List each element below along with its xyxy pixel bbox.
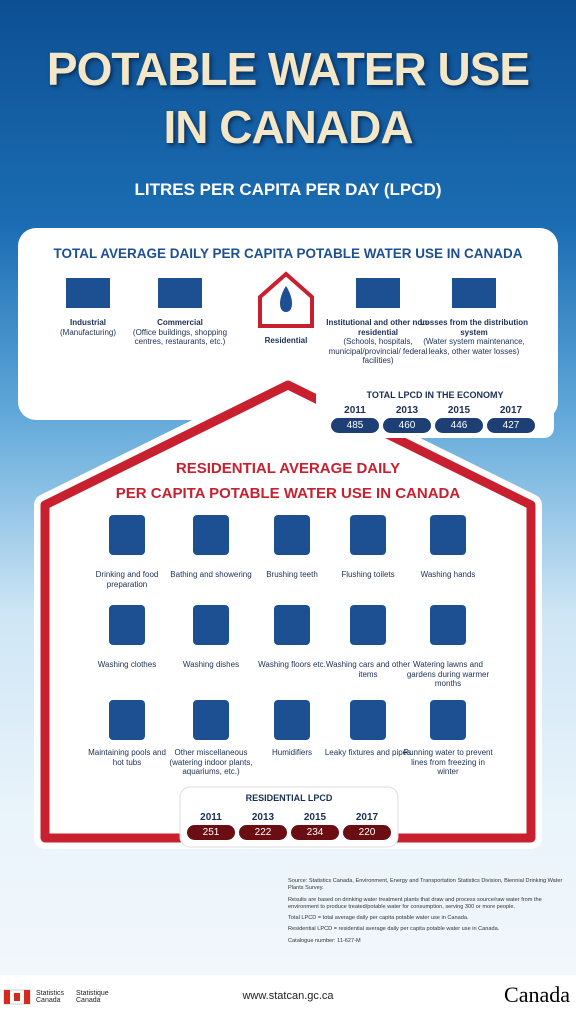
lpcd-value: 234 <box>291 825 339 840</box>
title-line: POTABLE WATER USE <box>46 43 530 95</box>
sector-name: Losses from the distribution system <box>419 318 528 337</box>
agency-fr: Statistique Canada <box>76 990 109 1004</box>
lpcd-value: 485 <box>331 418 379 433</box>
use-label: Washing cars and other items <box>325 660 411 679</box>
sector: Residential <box>231 336 341 346</box>
use-label: Washing floors etc. <box>258 660 326 669</box>
lpcd-value: 222 <box>239 825 287 840</box>
sector-detail: (Office buildings, shopping centres, res… <box>132 327 228 347</box>
icon <box>193 605 229 645</box>
icon <box>430 605 466 645</box>
icon <box>350 515 386 555</box>
sector-detail: (Schools, hospitals, municipal/provincia… <box>328 337 428 366</box>
sector-detail: (Water system maintenance, leaks, other … <box>423 337 525 356</box>
icon <box>452 278 496 308</box>
icon <box>430 700 466 740</box>
icon <box>356 278 400 308</box>
year: 2015 <box>447 405 471 416</box>
sector-name: Industrial <box>69 318 106 327</box>
note: Total LPCD = total average daily per cap… <box>288 915 469 922</box>
icon <box>274 700 310 740</box>
use-label: Leaky fixtures and pipes <box>324 748 412 757</box>
use-label: Flushing toilets <box>341 570 395 579</box>
use-label: Other miscellaneous (watering indoor pla… <box>169 748 253 777</box>
icon <box>109 605 145 645</box>
note: Catalogue number: 11-627-M <box>288 937 361 944</box>
agency-en: Statistics Canada <box>36 990 65 1004</box>
year: 2011 <box>344 405 366 416</box>
use-label: Maintaining pools and hot tubs <box>88 748 166 767</box>
use-label: Washing dishes <box>182 660 240 669</box>
year: 2017 <box>499 405 523 416</box>
use-label: Watering lawns and gardens during warmer… <box>406 660 490 689</box>
section-title: TOTAL AVERAGE DAILY PER CAPITA POTABLE W… <box>53 246 523 261</box>
use-label: Running water to prevent lines from free… <box>403 748 493 777</box>
wordmark: Canada <box>504 982 570 1007</box>
use-label: Humidifiers <box>271 748 312 757</box>
sector-name: Commercial <box>157 318 203 327</box>
use-label: Brushing teeth <box>266 570 318 579</box>
sector-name: Institutional and other non-residential <box>326 318 430 337</box>
use-label: Washing clothes <box>97 660 157 669</box>
lpcd-value: 446 <box>435 418 483 433</box>
year: 2011 <box>200 812 222 823</box>
website[interactable]: www.statcan.gc.ca <box>242 990 334 1002</box>
year: 2013 <box>251 812 275 823</box>
year: 2013 <box>395 405 419 416</box>
note: Results are based on drinking water trea… <box>288 896 542 910</box>
lpcd-value: 251 <box>187 825 235 840</box>
title-line: IN CANADA <box>163 101 413 153</box>
section-title: RESIDENTIAL AVERAGE DAILY <box>175 460 401 477</box>
lpcd-label: TOTAL LPCD IN THE ECONOMY <box>366 390 504 400</box>
sector: Institutional and other non-residential(… <box>323 318 433 366</box>
icon <box>350 700 386 740</box>
section-title: PER CAPITA POTABLE WATER USE IN CANADA <box>115 485 461 502</box>
flag-band <box>24 990 30 1004</box>
icon <box>430 515 466 555</box>
lpcd-value: 460 <box>383 418 431 433</box>
sector: Losses from the distribution system (Wate… <box>419 318 529 356</box>
icon <box>274 515 310 555</box>
lpcd-label: RESIDENTIAL LPCD <box>245 793 333 803</box>
icon <box>66 278 110 308</box>
note: Residential LPCD = residential average d… <box>288 926 500 933</box>
year: 2015 <box>303 812 327 823</box>
use-label: Washing hands <box>420 570 476 579</box>
sector-name: Residential <box>264 336 308 345</box>
sector: Commercial (Office buildings, shopping ce… <box>125 318 235 347</box>
icon <box>193 515 229 555</box>
icon <box>350 605 386 645</box>
note: Source: Statistics Canada, Environment, … <box>288 878 563 892</box>
flag-leaf <box>14 993 20 1001</box>
icon <box>158 278 202 308</box>
lpcd-value: 220 <box>343 825 391 840</box>
footer-bar <box>0 975 576 1024</box>
icon <box>193 700 229 740</box>
year: 2017 <box>355 812 379 823</box>
subtitle: LITRES PER CAPITA PER DAY (LPCD) <box>134 180 442 199</box>
icon <box>274 605 310 645</box>
lpcd-value: 427 <box>487 418 535 433</box>
use-label: Drinking and food preparation <box>95 570 159 589</box>
sector-detail: (Manufacturing) <box>59 327 117 337</box>
icon <box>109 700 145 740</box>
flag-band <box>4 990 10 1004</box>
icon <box>280 286 292 312</box>
use-label: Bathing and showering <box>170 570 252 579</box>
sector: Industrial (Manufacturing) <box>33 318 143 337</box>
icon <box>109 515 145 555</box>
notes: Source: Statistics Canada, Environment, … <box>288 878 570 949</box>
